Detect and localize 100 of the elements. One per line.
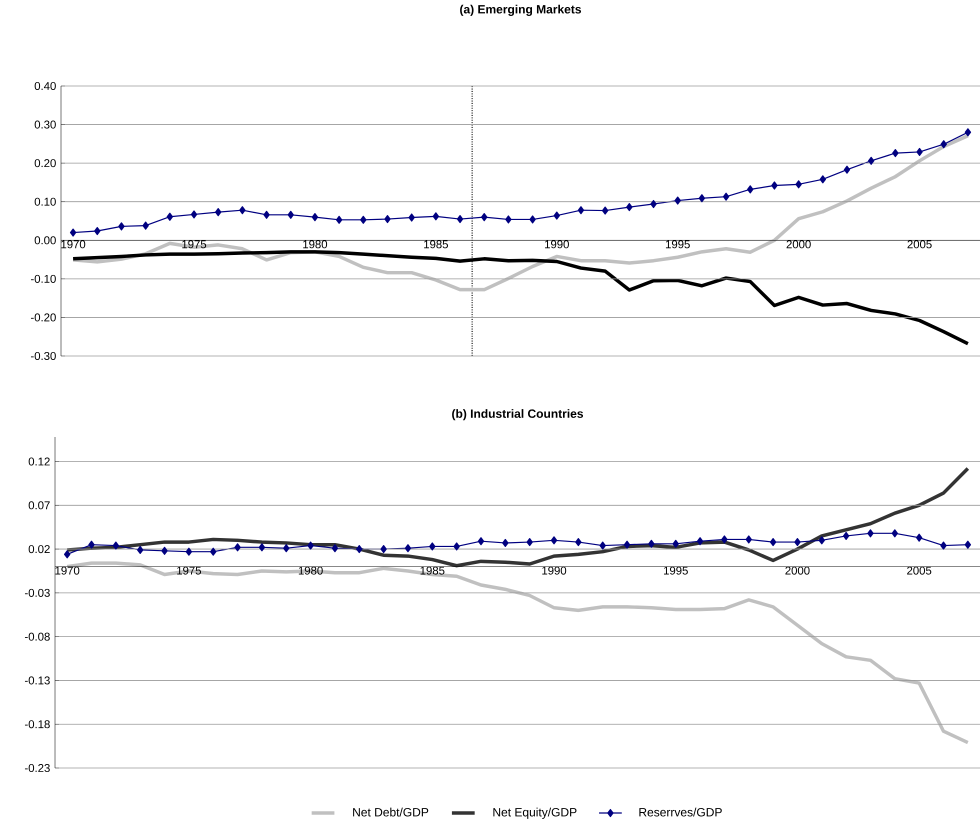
point [674,196,681,205]
x-tick-label: 1980 [303,240,328,248]
point [456,214,464,224]
x-tick-label: 2000 [785,566,810,575]
x-tick-label: 1995 [664,566,688,575]
point [432,212,440,220]
y-tick-label: -0.20 [30,313,56,322]
point [312,213,318,222]
y-tick-label: -0.03 [24,588,50,597]
line-series [65,466,970,568]
legend-label: Reserrves/GDP [639,808,722,816]
y-tick-label: 0.07 [28,501,50,510]
point [867,529,874,538]
point [186,548,192,556]
y-tick-label: 0.02 [28,545,50,554]
point [747,185,754,194]
point [600,542,606,550]
y-tick-label: -0.13 [24,676,50,684]
point [550,536,558,544]
point [554,212,560,220]
x-tick-label: 1985 [424,240,448,248]
point [795,180,802,188]
point [215,208,222,216]
x-tick-label: 1975 [182,240,206,248]
point [332,544,338,552]
point [820,175,826,184]
point [672,540,679,548]
x-tick-label: 2005 [908,240,932,248]
point [88,540,95,549]
point [307,542,314,550]
point [336,216,342,224]
point [626,203,633,212]
y-tick-label: -0.08 [24,632,50,641]
point [429,542,436,551]
y-tick-label: -0.18 [24,720,50,728]
point [288,210,294,219]
point [696,537,704,546]
point [234,543,241,552]
point [481,213,488,222]
point [408,213,415,222]
x-tick-label: 1970 [55,566,80,575]
point [575,538,582,546]
point [842,532,850,540]
point [384,214,391,224]
x-tick-label: 1990 [545,240,569,248]
point [964,540,972,549]
point [771,181,778,190]
y-tick-label: 0.20 [34,159,56,168]
point [453,542,460,551]
point [964,128,972,136]
point [721,535,728,544]
y-tick-label: -0.23 [24,764,50,772]
y-tick-label: 0.10 [34,198,56,206]
y-tick-label: 0.40 [34,82,56,90]
point [916,148,923,156]
point [478,537,484,546]
point [602,206,608,215]
point [746,535,752,544]
y-tick-label: -0.10 [30,274,56,283]
point [648,540,655,548]
point [70,228,76,237]
x-tick-label: 1980 [298,566,323,575]
point [137,546,144,554]
point [283,544,290,552]
point [794,538,801,546]
y-tick-label: 0.12 [28,458,50,466]
x-tick-label: 1995 [666,240,690,248]
point [94,226,100,236]
point [64,550,70,558]
point [529,215,536,224]
point [239,206,246,214]
x-tick-label: 1975 [177,566,202,575]
point [112,542,120,550]
point [505,215,512,224]
point [940,140,947,148]
chart-title: (a) Emerging Markets [460,4,582,16]
point [844,166,850,174]
point [650,200,657,208]
point [770,538,776,546]
point [502,538,509,548]
point [360,216,367,224]
point [263,210,270,219]
point [892,529,898,538]
point [190,210,198,218]
point [142,222,149,230]
point [698,194,706,202]
point [916,534,922,542]
point [818,536,825,544]
point [404,544,412,552]
point [526,538,533,546]
point [892,149,899,158]
x-tick-label: 2000 [786,240,811,248]
x-tick-label: 2005 [907,566,932,575]
x-tick-label: 1970 [61,240,86,248]
point [380,545,387,554]
point [118,222,125,230]
point [210,548,216,556]
point [258,543,266,552]
point [624,540,630,549]
x-tick-label: 1985 [420,566,444,575]
